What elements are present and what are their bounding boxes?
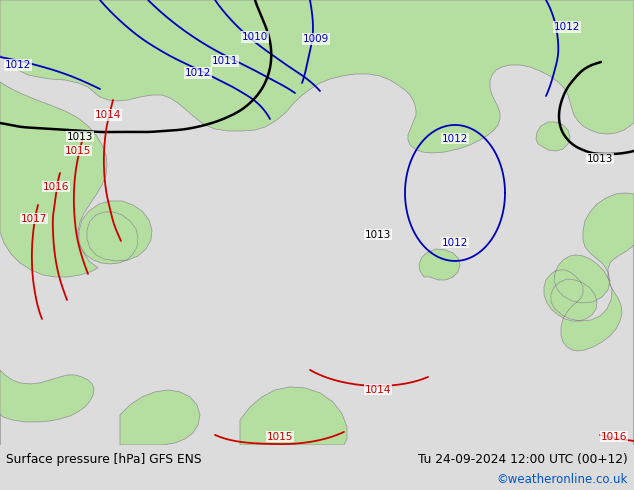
Polygon shape xyxy=(0,82,152,277)
Text: 1009: 1009 xyxy=(303,34,329,44)
Polygon shape xyxy=(0,370,94,445)
Text: 1017: 1017 xyxy=(21,214,47,224)
Text: 1013: 1013 xyxy=(67,132,93,142)
Text: ©weatheronline.co.uk: ©weatheronline.co.uk xyxy=(496,473,628,487)
Text: 1015: 1015 xyxy=(65,146,91,156)
Text: 1013: 1013 xyxy=(587,154,613,164)
Text: 1014: 1014 xyxy=(95,110,121,120)
Text: 1015: 1015 xyxy=(267,432,293,442)
Polygon shape xyxy=(120,390,200,445)
Polygon shape xyxy=(544,193,634,445)
Text: 1012: 1012 xyxy=(185,68,211,78)
Text: 1013: 1013 xyxy=(365,230,391,240)
Text: 1012: 1012 xyxy=(5,60,31,70)
Text: 1010: 1010 xyxy=(242,32,268,42)
Polygon shape xyxy=(240,387,347,445)
Polygon shape xyxy=(536,122,570,151)
Text: 1012: 1012 xyxy=(554,22,580,32)
Text: 1012: 1012 xyxy=(442,134,468,144)
Text: 1016: 1016 xyxy=(43,182,69,192)
Text: 1016: 1016 xyxy=(601,432,627,442)
Text: Surface pressure [hPa] GFS ENS: Surface pressure [hPa] GFS ENS xyxy=(6,453,202,466)
Polygon shape xyxy=(0,0,634,153)
Text: 1011: 1011 xyxy=(212,56,238,66)
Text: 1014: 1014 xyxy=(365,385,391,395)
Text: Tu 24-09-2024 12:00 UTC (00+12): Tu 24-09-2024 12:00 UTC (00+12) xyxy=(418,453,628,466)
Polygon shape xyxy=(419,249,460,280)
Text: 1012: 1012 xyxy=(442,238,468,248)
